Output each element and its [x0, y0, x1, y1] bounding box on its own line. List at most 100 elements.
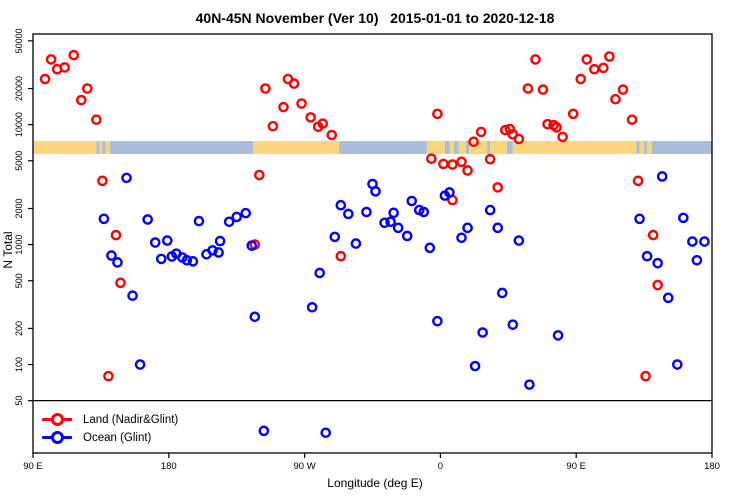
data-point-land: [617, 84, 629, 95]
data-point-land: [537, 84, 549, 95]
data-point-land: [296, 98, 307, 109]
data-point-land: [647, 229, 659, 241]
data-point-ocean: [432, 315, 443, 327]
map-strip-land: [490, 141, 507, 154]
data-point-land: [254, 169, 265, 181]
data-point-ocean: [492, 222, 504, 234]
x-tick-label: 90 E: [23, 461, 43, 472]
data-point-ocean: [477, 327, 488, 338]
data-point-ocean: [207, 245, 218, 256]
data-point-ocean: [187, 256, 199, 267]
legend: Land (Nadir&Glint) Ocean (Glint): [42, 412, 178, 445]
x-tick-label: 90 E: [566, 461, 586, 472]
map-strip-land: [639, 141, 645, 154]
legend-item-land: Land (Nadir&Glint): [42, 412, 178, 427]
data-point-ocean: [249, 311, 261, 323]
data-point-ocean: [652, 257, 663, 269]
data-point-ocean: [444, 187, 455, 198]
y-tick-label: 50000: [14, 28, 24, 53]
y-tick-label: 5000: [14, 151, 24, 171]
x-tick-label: 180: [704, 461, 720, 472]
y-tick-label: 200: [14, 321, 24, 336]
map-strip-ocean: [636, 141, 640, 154]
data-point-ocean: [496, 287, 508, 299]
data-point-ocean: [320, 427, 332, 439]
map-strip-ocean: [96, 141, 100, 154]
map-strip-ocean: [339, 141, 427, 154]
data-point-ocean: [513, 235, 525, 246]
map-strip-ocean: [644, 141, 648, 154]
data-point-land: [110, 229, 122, 241]
y-tick-label: 1000: [14, 235, 24, 255]
data-point-land: [97, 175, 108, 187]
data-point-ocean: [687, 236, 698, 247]
data-point-ocean: [524, 379, 535, 390]
map-strip-land: [647, 141, 652, 154]
data-point-land: [598, 62, 609, 74]
data-point-land: [499, 124, 511, 136]
y-tick-label: 2000: [14, 198, 24, 218]
data-point-land: [305, 112, 316, 123]
data-point-ocean: [223, 216, 235, 228]
data-point-ocean: [406, 195, 418, 207]
data-point-land: [475, 126, 487, 138]
data-point-ocean: [641, 250, 653, 262]
legend-marker-icon: [42, 431, 72, 444]
map-strip-land: [458, 141, 467, 154]
data-point-ocean: [401, 230, 413, 242]
data-point-ocean: [691, 254, 703, 266]
data-point-land: [432, 108, 443, 120]
map-strip-land: [449, 141, 454, 154]
data-point-land: [103, 370, 114, 382]
data-point-ocean: [258, 425, 270, 437]
data-point-land: [551, 122, 562, 133]
map-strip-ocean: [444, 141, 450, 154]
data-point-ocean: [213, 247, 224, 258]
data-point-ocean: [127, 290, 138, 301]
data-point-ocean: [418, 206, 430, 218]
data-point-ocean: [456, 232, 467, 244]
plot-border: [32, 33, 713, 454]
data-point-ocean: [424, 242, 436, 254]
data-point-ocean: [388, 207, 399, 219]
legend-marker-icon: [42, 413, 72, 426]
data-point-ocean: [662, 292, 674, 304]
legend-item-ocean: Ocean (Glint): [42, 430, 178, 445]
data-point-ocean: [181, 254, 193, 266]
data-point-land: [426, 153, 437, 165]
data-point-land: [317, 118, 329, 129]
y-tick-label: 500: [14, 273, 24, 288]
data-point-ocean: [155, 253, 167, 265]
data-point-ocean: [112, 257, 123, 268]
data-point-ocean: [314, 267, 325, 279]
data-point-ocean: [240, 207, 252, 219]
data-point-land: [652, 279, 663, 291]
map-strip-ocean: [466, 141, 470, 154]
data-point-land: [82, 83, 93, 94]
data-point-land: [589, 63, 600, 75]
chart-title: 40N-45N November (Ver 10) 2015-01-01 to …: [195, 10, 555, 26]
map-strip-land: [33, 141, 97, 154]
x-tick-label: 0: [438, 461, 443, 472]
map-strip-ocean: [487, 141, 491, 154]
x-axis-title: Longitude (deg E): [327, 476, 423, 490]
data-point-ocean: [329, 231, 341, 243]
data-point-land: [260, 83, 271, 94]
data-point-ocean: [246, 240, 258, 251]
data-point-land: [626, 114, 638, 125]
data-point-ocean: [361, 206, 372, 218]
map-strip-land: [512, 141, 637, 154]
legend-label: Land (Nadir&Glint): [83, 413, 179, 426]
data-point-ocean: [507, 319, 519, 330]
data-point-ocean: [484, 204, 496, 216]
data-point-ocean: [306, 302, 318, 313]
data-point-land: [326, 129, 338, 141]
data-point-ocean: [98, 213, 110, 225]
map-strip-land: [469, 141, 488, 154]
y-tick-label: 100: [14, 357, 24, 372]
data-point-land: [438, 158, 449, 170]
data-point-land: [278, 101, 289, 113]
map-strip-ocean: [109, 141, 254, 154]
data-point-land: [542, 118, 553, 130]
data-point-land: [604, 51, 615, 62]
